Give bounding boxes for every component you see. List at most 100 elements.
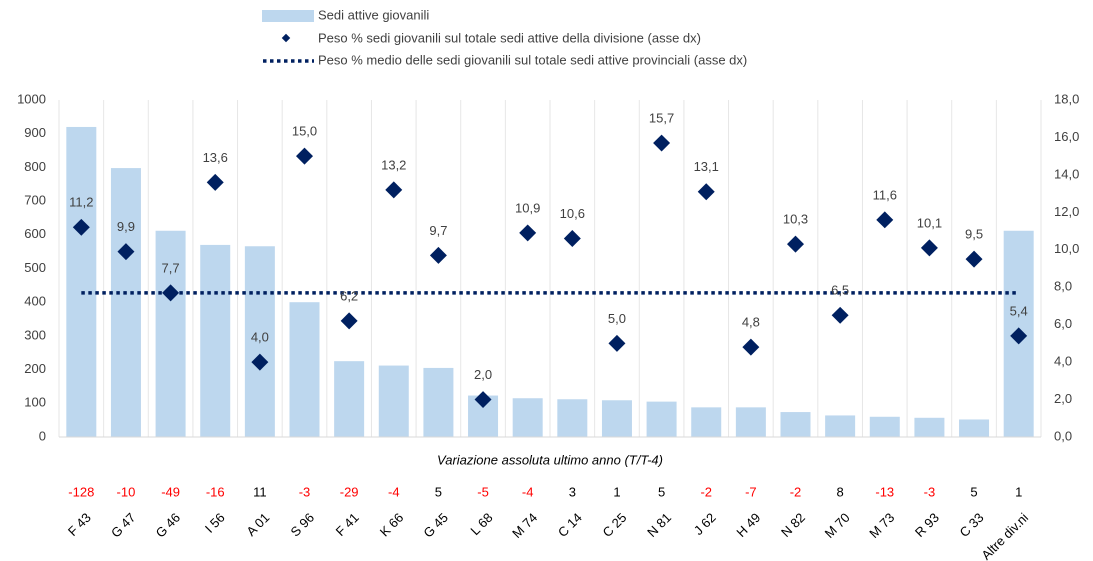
data-label: 9,7 <box>429 223 447 238</box>
bar <box>959 419 990 437</box>
legend-marker <box>281 33 291 43</box>
data-label: 5,4 <box>1010 303 1028 318</box>
variation-value: -4 <box>522 484 534 499</box>
scatter-point <box>697 183 715 201</box>
y2-tick-label: 16,0 <box>1054 129 1079 144</box>
legend-swatch <box>262 10 314 22</box>
variation-value: -7 <box>745 484 757 499</box>
bar <box>601 400 632 437</box>
bar <box>735 407 766 437</box>
y-tick-label: 400 <box>24 294 46 309</box>
variation-value: -5 <box>477 484 489 499</box>
y2-tick-label: 6,0 <box>1054 316 1072 331</box>
scatter-point <box>742 338 760 356</box>
data-label: 2,0 <box>474 367 492 382</box>
bar <box>780 412 811 437</box>
bar <box>378 365 409 437</box>
y-tick-label: 0 <box>39 428 46 443</box>
variation-value: 3 <box>569 484 576 499</box>
bar <box>691 407 722 437</box>
y-tick-label: 800 <box>24 159 46 174</box>
x-tick-label: C 14 <box>555 510 585 540</box>
y2-tick-label: 14,0 <box>1054 166 1079 181</box>
x-tick-label: I 56 <box>202 510 228 536</box>
y-tick-label: 900 <box>24 125 46 140</box>
data-label: 11,2 <box>69 195 93 210</box>
x-tick-label: S 96 <box>288 510 318 540</box>
x-tick-label: F 43 <box>65 510 94 539</box>
variation-value: 5 <box>435 484 442 499</box>
variation-value: -13 <box>875 484 894 499</box>
scatter-point <box>831 306 849 324</box>
variation-value: -2 <box>700 484 712 499</box>
bar <box>825 415 856 437</box>
scatter-point <box>920 239 938 257</box>
data-label: 6,2 <box>340 288 358 303</box>
bar <box>869 416 900 437</box>
variation-value: -49 <box>161 484 180 499</box>
x-tick-label: K 66 <box>377 510 407 540</box>
variation-value: 1 <box>1015 484 1022 499</box>
y-tick-label: 1000 <box>17 91 46 106</box>
y-tick-label: 100 <box>24 395 46 410</box>
variation-value: -2 <box>790 484 802 499</box>
variation-value: -3 <box>299 484 311 499</box>
data-label: 13,6 <box>203 150 228 165</box>
legend-label: Peso % sedi giovanili sul totale sedi at… <box>318 30 701 45</box>
scatter-point <box>162 284 180 302</box>
variation-value: -128 <box>68 484 94 499</box>
y2-tick-label: 0,0 <box>1054 428 1072 443</box>
data-label: 10,6 <box>560 206 585 221</box>
y2-tick-label: 12,0 <box>1054 204 1079 219</box>
data-label: 5,0 <box>608 311 626 326</box>
variation-value: 5 <box>658 484 665 499</box>
scatter-point <box>965 250 983 268</box>
data-label: 10,3 <box>783 212 808 227</box>
scatter-point <box>117 243 135 261</box>
data-label: 10,9 <box>515 200 540 215</box>
data-label: 7,7 <box>162 260 180 275</box>
x-tick-label: G 46 <box>153 510 184 541</box>
scatter-point <box>429 246 447 264</box>
bar <box>914 417 945 437</box>
y2-tick-label: 18,0 <box>1054 91 1079 106</box>
data-label: 6,5 <box>831 283 849 298</box>
data-label: 11,6 <box>873 187 897 202</box>
x-tick-label: H 49 <box>733 510 763 540</box>
x-tick-label: A 01 <box>243 510 272 539</box>
x-tick-label: L 68 <box>467 510 495 538</box>
variation-value: 8 <box>837 484 844 499</box>
y2-tick-label: 8,0 <box>1054 279 1072 294</box>
x-tick-label: R 93 <box>912 510 942 540</box>
y2-tick-label: 4,0 <box>1054 354 1072 369</box>
scatter-point <box>519 224 537 242</box>
variation-title: Variazione assoluta ultimo anno (T/T-4) <box>437 452 663 467</box>
bar <box>244 246 275 437</box>
data-label: 4,0 <box>251 330 269 345</box>
variation-value: -3 <box>924 484 936 499</box>
data-label: 10,1 <box>917 215 942 230</box>
variation-value: 5 <box>970 484 977 499</box>
x-tick-label: N 81 <box>644 510 674 540</box>
x-tick-label: Altre div.ni <box>978 510 1031 561</box>
bar <box>155 230 186 437</box>
scatter-point <box>1010 327 1028 345</box>
scatter-point <box>876 211 894 229</box>
variation-value: 1 <box>613 484 620 499</box>
data-label: 4,8 <box>742 315 760 330</box>
variation-value: -10 <box>117 484 136 499</box>
data-label: 13,1 <box>694 159 719 174</box>
scatter-point <box>653 134 671 152</box>
x-tick-label: M 74 <box>509 510 540 541</box>
y-tick-label: 600 <box>24 226 46 241</box>
variation-value: -16 <box>206 484 225 499</box>
scatter-point <box>563 230 581 248</box>
scatter-point <box>296 147 313 165</box>
x-tick-label: C 33 <box>957 510 987 540</box>
bar <box>512 398 543 437</box>
data-label: 9,9 <box>117 219 135 234</box>
x-tick-label: G 47 <box>108 510 139 541</box>
data-label: 9,5 <box>965 227 983 242</box>
x-tick-label: J 62 <box>691 510 719 538</box>
